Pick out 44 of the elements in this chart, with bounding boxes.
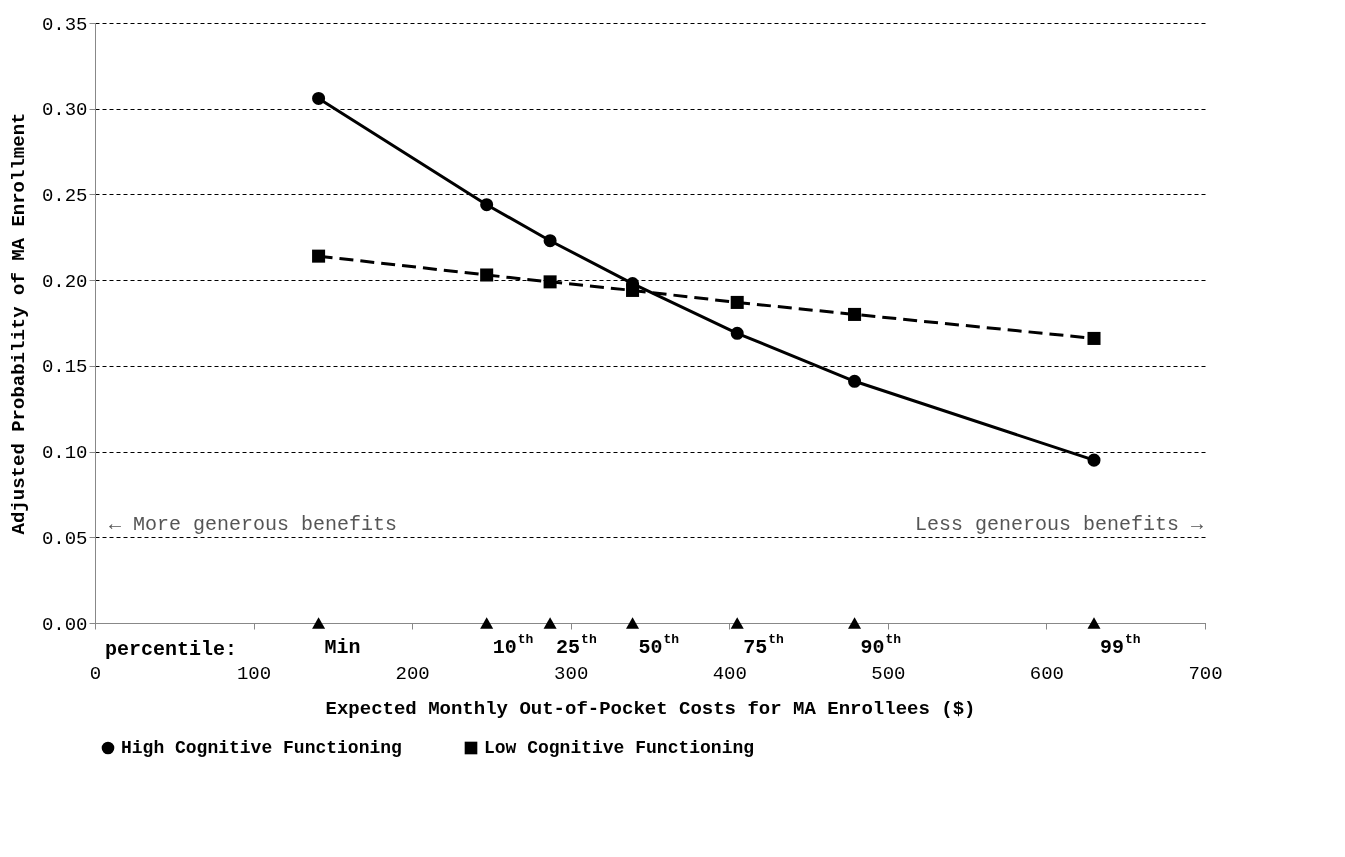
y-tick-label: 0.30 xyxy=(41,99,88,122)
annotation: Less generous benefits → xyxy=(914,513,1203,537)
point xyxy=(543,617,557,629)
text: percentile: xyxy=(105,638,238,661)
x-tick-label: 300 xyxy=(554,662,589,685)
point xyxy=(1087,453,1101,467)
y-tick-label: 0.00 xyxy=(41,613,88,636)
point xyxy=(730,617,744,629)
point xyxy=(848,374,862,388)
x-tick-label: 600 xyxy=(1029,662,1065,685)
point xyxy=(480,617,494,629)
y-tick-label: 0.15 xyxy=(41,356,88,379)
point xyxy=(1087,617,1101,629)
x-tick-label: 100 xyxy=(236,662,272,685)
point xyxy=(312,617,326,629)
point xyxy=(312,249,326,263)
y-tick-label: 0.25 xyxy=(41,184,88,207)
point xyxy=(480,198,494,212)
y-tick-label: 0.05 xyxy=(41,527,88,550)
point xyxy=(480,268,494,282)
x-tick-label: 400 xyxy=(712,662,747,685)
point xyxy=(543,275,557,289)
point xyxy=(626,283,640,297)
legend-label: Low Cognitive Functioning xyxy=(484,738,755,758)
x-axis-title: Expected Monthly Out-of-Pocket Costs for MA Enrollees ($) xyxy=(325,697,976,720)
point xyxy=(848,307,862,321)
annotation: ← More generous benefits xyxy=(109,513,398,537)
annotation: Min xyxy=(324,636,361,659)
y-tick-label: 0.35 xyxy=(41,13,88,36)
y-tick-label: 0.10 xyxy=(41,442,88,465)
point xyxy=(312,91,326,105)
point xyxy=(1087,331,1101,345)
x-tick-label: 500 xyxy=(871,662,906,685)
x-tick-label: 200 xyxy=(395,662,430,685)
point xyxy=(730,295,744,309)
point xyxy=(848,617,862,629)
legend-label: High Cognitive Functioning xyxy=(121,738,402,758)
x-tick-label: 700 xyxy=(1188,662,1223,685)
y-tick-label: 0.20 xyxy=(41,270,88,293)
x-tick-label: 0 xyxy=(89,662,102,685)
point xyxy=(626,617,640,629)
point xyxy=(730,326,744,340)
point xyxy=(543,234,557,248)
y-axis-title: Adjusted Probability of MA Enrollment xyxy=(7,112,30,535)
